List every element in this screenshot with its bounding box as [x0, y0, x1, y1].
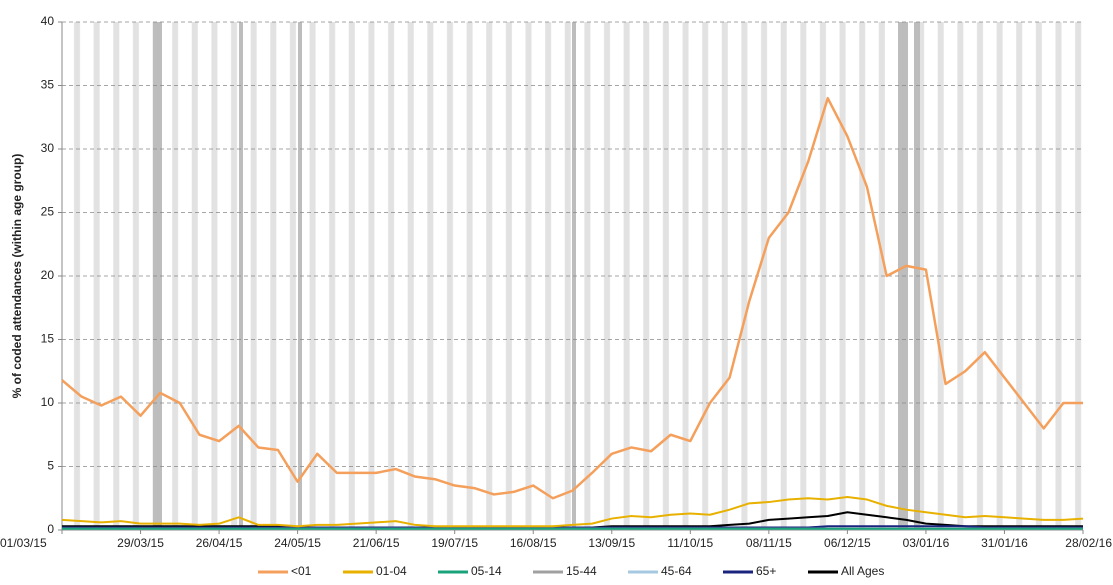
series-line	[61, 96, 1083, 500]
legend-label: <01	[291, 564, 312, 578]
series-line	[61, 495, 1084, 528]
legend-label: 45-64	[661, 564, 692, 578]
legend-label: 05-14	[471, 564, 502, 578]
x-tick-label: 01/03/15	[0, 536, 47, 550]
y-tick-label: 0	[47, 522, 54, 536]
legend-label: 01-04	[376, 564, 407, 578]
x-tick-label: 26/04/15	[196, 536, 243, 550]
y-tick-label: 40	[41, 14, 55, 28]
y-tick-label: 30	[41, 141, 55, 155]
legend: <01 01-04 05-14 15-44 45-64 65+ All Ages	[258, 564, 884, 578]
x-tick-label: 29/03/15	[117, 536, 164, 550]
legend-label: 15-44	[566, 564, 597, 578]
y-tick-label: 35	[41, 78, 55, 92]
series-line	[62, 525, 1083, 529]
y-tick-label: 15	[41, 332, 55, 346]
legend-label: 65+	[756, 564, 776, 578]
x-tick-label: 16/08/15	[510, 536, 557, 550]
x-tick-label: 28/02/16	[1065, 536, 1112, 550]
x-tick-label: 19/07/15	[431, 536, 478, 550]
y-tick-label: 5	[47, 459, 54, 473]
y-tick-label: 10	[41, 395, 55, 409]
x-tick-label: 08/11/15	[746, 536, 792, 550]
x-tick-label: 31/01/16	[981, 536, 1028, 550]
y-tick-label: 25	[41, 205, 55, 219]
y-tick-label: 20	[41, 268, 55, 282]
x-tick-label: 21/06/15	[353, 536, 400, 550]
x-tick-label: 03/01/16	[903, 536, 950, 550]
x-tick-label: 13/09/15	[588, 536, 635, 550]
legend-label: All Ages	[841, 564, 884, 578]
x-tick-label: 11/10/15	[667, 536, 713, 550]
y-axis-title: % of coded attendances (within age group…	[10, 154, 24, 399]
x-tick-label: 24/05/15	[274, 536, 321, 550]
x-tick-label: 06/12/15	[824, 536, 871, 550]
